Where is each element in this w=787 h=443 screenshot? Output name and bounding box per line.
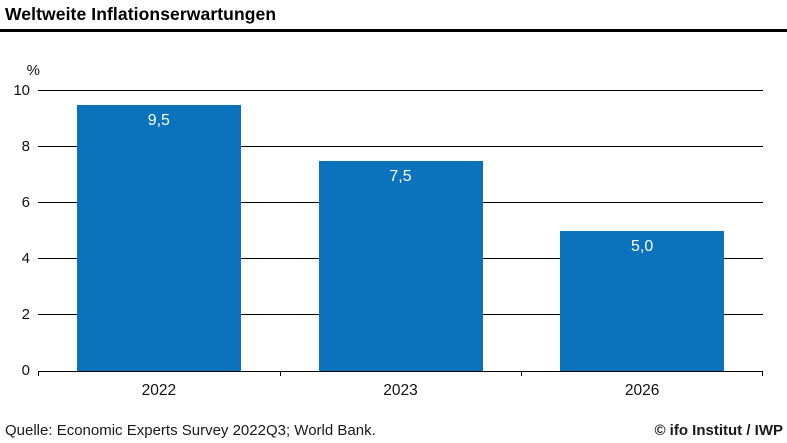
y-axis-unit-label: % xyxy=(26,62,40,79)
title-underline xyxy=(0,29,787,32)
plot-area: 0 2 4 6 8 10 9,5 2022 7,5 2023 5,0 2026 xyxy=(13,82,763,399)
footer: Quelle: Economic Experts Survey 2022Q3; … xyxy=(0,422,787,439)
source-note: Quelle: Economic Experts Survey 2022Q3; … xyxy=(5,422,376,439)
x-axis-tick-2 xyxy=(521,371,523,376)
x-category-label-2026: 2026 xyxy=(624,382,660,399)
gridline-y-10 xyxy=(38,90,763,91)
x-axis-tick-0 xyxy=(38,371,39,376)
gridline-y-8 xyxy=(38,146,763,147)
copyright-note: © ifo Institut / IWP xyxy=(654,422,783,439)
bar-2023: 7,5 xyxy=(318,161,483,371)
y-tick-label-8: 8 xyxy=(21,138,30,155)
x-category-label-2022: 2022 xyxy=(141,382,177,399)
bar-value-label-2026: 5,0 xyxy=(631,238,654,255)
x-axis-line xyxy=(38,371,763,372)
y-tick-label-4: 4 xyxy=(21,250,30,267)
x-category-label-2023: 2023 xyxy=(383,382,418,399)
y-tick-label-2: 2 xyxy=(21,306,30,323)
y-tick-label-6: 6 xyxy=(21,194,30,211)
y-tick-label-10: 10 xyxy=(13,82,30,99)
bar-2026: 5,0 xyxy=(560,231,725,371)
x-axis-tick-3 xyxy=(762,371,763,376)
chart-title: Weltweite Inflationserwartungen xyxy=(5,4,277,24)
bar-value-label-2022: 9,5 xyxy=(147,112,170,129)
x-axis-tick-1 xyxy=(279,371,281,376)
bar-2022: 9,5 xyxy=(76,105,241,371)
y-tick-label-0: 0 xyxy=(21,362,30,379)
bar-value-label-2023: 7,5 xyxy=(389,168,412,185)
